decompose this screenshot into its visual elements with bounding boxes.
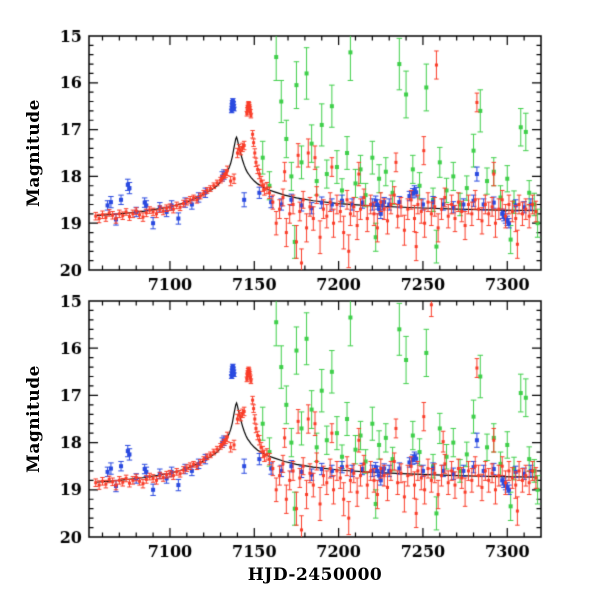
y-axis-label-bottom-panel: Magnitude bbox=[24, 365, 44, 473]
y-axis-label-top-panel: Magnitude bbox=[24, 99, 44, 207]
x-axis-label: HJD-2450000 bbox=[247, 565, 383, 585]
